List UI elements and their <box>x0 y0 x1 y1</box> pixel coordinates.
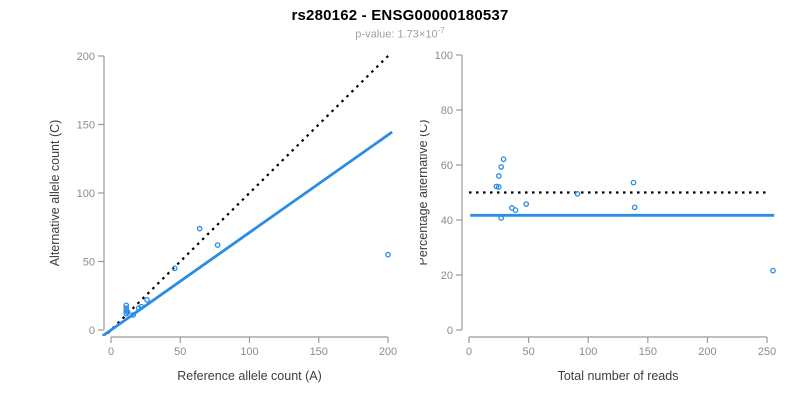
x-tick-label: 200 <box>698 346 716 358</box>
x-axis-title: Reference allele count (A) <box>177 369 322 383</box>
plot-subtitle: p-value: 1.73×10-7 <box>0 26 800 41</box>
data-point <box>495 184 502 190</box>
x-tick-label: 100 <box>579 346 597 358</box>
data-point <box>196 225 203 232</box>
pvalue-text: p-value: 1.73×10 <box>355 28 438 41</box>
y-tick-label: 100 <box>435 50 453 62</box>
data-point <box>523 201 530 207</box>
data-point <box>512 207 519 213</box>
x-tick-label: 0 <box>108 346 114 358</box>
x-tick-label: 0 <box>466 346 472 358</box>
y-tick-label: 100 <box>77 188 95 200</box>
pvalue-exponent: -7 <box>437 26 445 35</box>
data-point <box>138 303 145 310</box>
figure-header: rs280162 - ENSG00000180537 p-value: 1.73… <box>0 0 800 41</box>
data-point <box>498 164 505 170</box>
x-tick-label: 50 <box>174 346 186 358</box>
data-point <box>385 251 391 258</box>
y-tick-label: 50 <box>83 257 95 269</box>
y-axis-title: Percentage alternative (C) <box>420 120 430 266</box>
data-point <box>214 242 221 248</box>
fit-line <box>101 130 393 336</box>
data-point <box>574 191 581 197</box>
data-point <box>770 267 776 274</box>
x-tick-label: 150 <box>639 346 657 358</box>
data-point <box>493 183 500 190</box>
y-tick-label: 80 <box>441 105 453 117</box>
x-tick-label: 50 <box>522 346 534 358</box>
data-point <box>123 305 130 311</box>
data-point <box>123 310 130 317</box>
allele-counts-scatter-plot: 0 50 100 150 200 0 50 100 150 200 Reference allele… <box>48 51 397 383</box>
x-axis-title: Total number of reads <box>558 369 679 383</box>
identity-line <box>103 53 391 336</box>
data-point <box>500 156 507 163</box>
y-tick-label: 0 <box>89 325 95 337</box>
data-point <box>631 204 638 211</box>
plot-title: rs280162 - ENSG00000180537 <box>291 7 509 24</box>
x-tick-label: 250 <box>758 346 776 358</box>
y-tick-label: 0 <box>447 325 453 337</box>
data-point <box>144 297 150 303</box>
y-tick-label: 60 <box>441 160 453 172</box>
data-point <box>630 179 637 186</box>
x-tick-label: 150 <box>310 346 328 358</box>
y-tick-label: 150 <box>77 120 95 132</box>
percentage-vs-reads-scatter-plot: 0 50 100 150 200 250 0 20 40 60 80 100 Total number … <box>420 50 776 383</box>
data-point <box>123 302 130 309</box>
data-point <box>135 305 142 311</box>
y-axis-title: Alternative allele count (C) <box>48 120 62 267</box>
data-point <box>171 265 178 272</box>
data-point <box>130 312 137 318</box>
data-point <box>123 307 130 314</box>
y-tick-label: 200 <box>77 51 95 63</box>
x-tick-label: 100 <box>240 346 258 358</box>
data-point <box>495 173 502 179</box>
data-point <box>498 215 505 221</box>
y-tick-label: 20 <box>441 270 453 282</box>
x-tick-label: 200 <box>379 346 397 358</box>
y-tick-label: 40 <box>441 215 453 227</box>
